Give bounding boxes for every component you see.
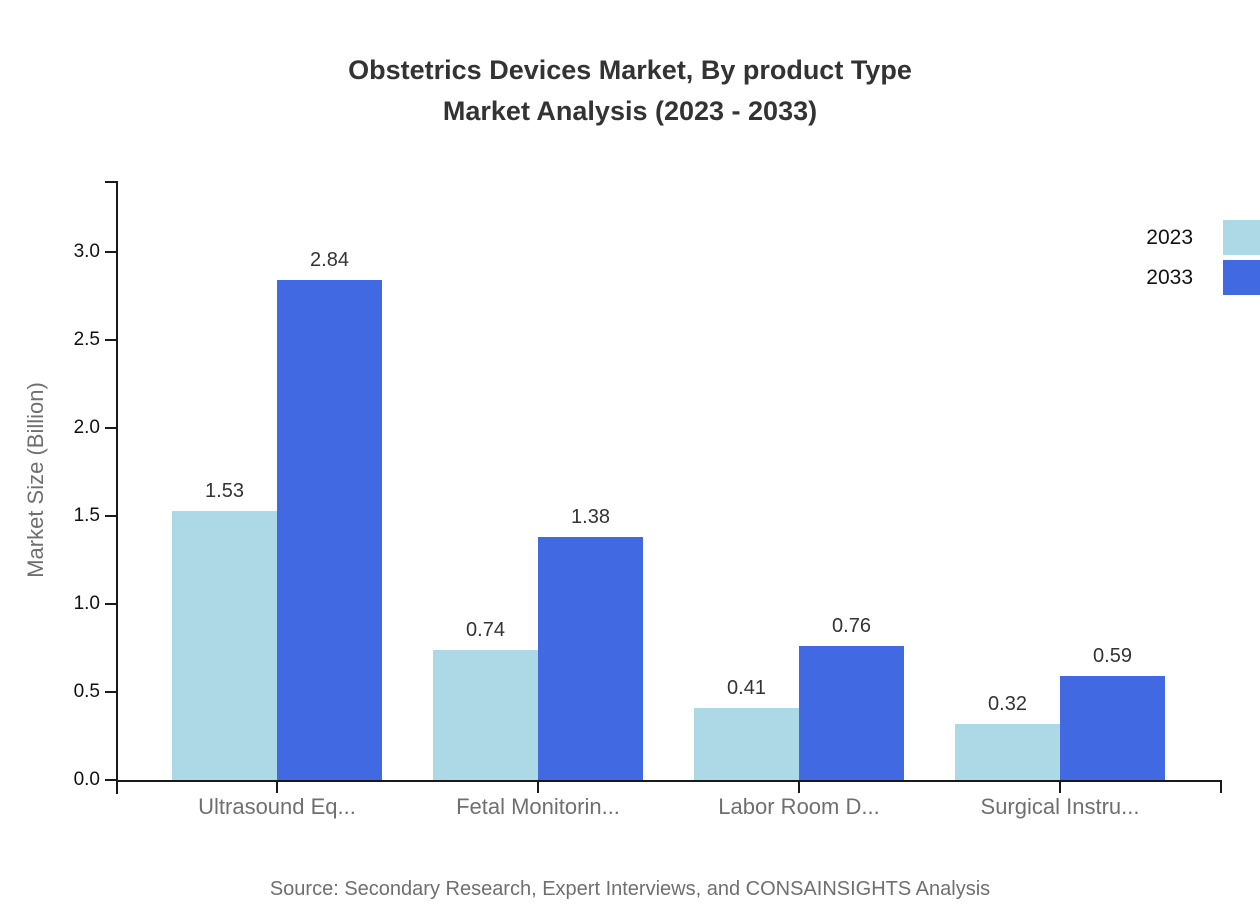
y-axis-tick-label: 1.0 bbox=[73, 593, 100, 614]
category-label-2: Labor Room D... bbox=[718, 794, 880, 819]
legend: 2023 2033 bbox=[1146, 220, 1260, 295]
legend-item-2023: 2023 bbox=[1146, 220, 1260, 255]
category-label-0: Ultrasound Eq... bbox=[198, 794, 356, 819]
bar-2033-2 bbox=[799, 646, 904, 780]
legend-label: 2023 bbox=[1146, 225, 1193, 249]
x-axis-tick bbox=[1059, 780, 1061, 793]
y-axis-tick-label: 2.0 bbox=[73, 417, 100, 438]
y-axis-tick-label: 3.0 bbox=[73, 241, 100, 262]
bar-value-label: 0.32 bbox=[988, 693, 1027, 715]
title-line-2: Market Analysis (2023 - 2033) bbox=[442, 96, 818, 126]
x-axis-tick bbox=[537, 780, 539, 793]
y-axis-tick-label: 2.5 bbox=[73, 329, 100, 350]
x-axis-line bbox=[116, 780, 1222, 782]
bar-value-label: 2.84 bbox=[310, 249, 349, 271]
legend-swatch bbox=[1223, 220, 1260, 255]
bar-value-label: 0.76 bbox=[832, 615, 871, 637]
bar-2023-2 bbox=[694, 708, 799, 780]
y-axis-tick bbox=[105, 779, 117, 781]
page-title: Obstetrics Devices Market, By product Ty… bbox=[0, 50, 1260, 132]
y-axis-tick bbox=[105, 603, 117, 605]
y-axis-tick-label: 1.5 bbox=[73, 505, 100, 526]
bar-value-label: 0.41 bbox=[727, 677, 766, 699]
y-axis-title: Market Size (Billion) bbox=[23, 382, 48, 578]
y-axis-tick bbox=[105, 339, 117, 341]
bar-2033-1 bbox=[538, 537, 643, 780]
y-axis-tick bbox=[105, 251, 117, 253]
y-axis-tick bbox=[105, 691, 117, 693]
bar-value-label: 0.59 bbox=[1093, 645, 1132, 667]
bar-value-label: 0.74 bbox=[466, 619, 505, 641]
legend-label: 2033 bbox=[1146, 265, 1193, 289]
y-axis-tick bbox=[105, 427, 117, 429]
x-axis-end-tick bbox=[1220, 780, 1222, 793]
bar-2033-0 bbox=[277, 280, 382, 780]
plot-area: 0.0 0.5 1.0 1.5 2.0 2.5 3.0 1.53 2.84 Ultrasound … bbox=[74, 181, 1222, 819]
bar-value-label: 1.53 bbox=[205, 480, 244, 502]
bar-2023-3 bbox=[955, 724, 1060, 780]
title-line-1: Obstetrics Devices Market, By product Ty… bbox=[348, 55, 912, 85]
y-axis-tick-label: 0.5 bbox=[73, 681, 100, 702]
bar-value-label: 1.38 bbox=[571, 506, 610, 528]
bar-2023-0 bbox=[172, 511, 277, 780]
bar-2023-1 bbox=[433, 650, 538, 780]
y-axis-tick-label: 0.0 bbox=[73, 769, 100, 790]
y-axis-end-tick bbox=[105, 181, 117, 183]
legend-swatch bbox=[1223, 260, 1260, 295]
y-axis-line bbox=[116, 181, 118, 794]
y-axis-tick bbox=[105, 515, 117, 517]
x-axis-tick bbox=[798, 780, 800, 793]
source-note: Source: Secondary Research, Expert Inter… bbox=[269, 878, 991, 900]
bar-2033-3 bbox=[1060, 676, 1165, 780]
category-label-1: Fetal Monitorin... bbox=[456, 794, 620, 819]
legend-item-2033: 2033 bbox=[1146, 260, 1260, 295]
category-label-3: Surgical Instru... bbox=[980, 794, 1140, 819]
x-axis-tick bbox=[276, 780, 278, 793]
